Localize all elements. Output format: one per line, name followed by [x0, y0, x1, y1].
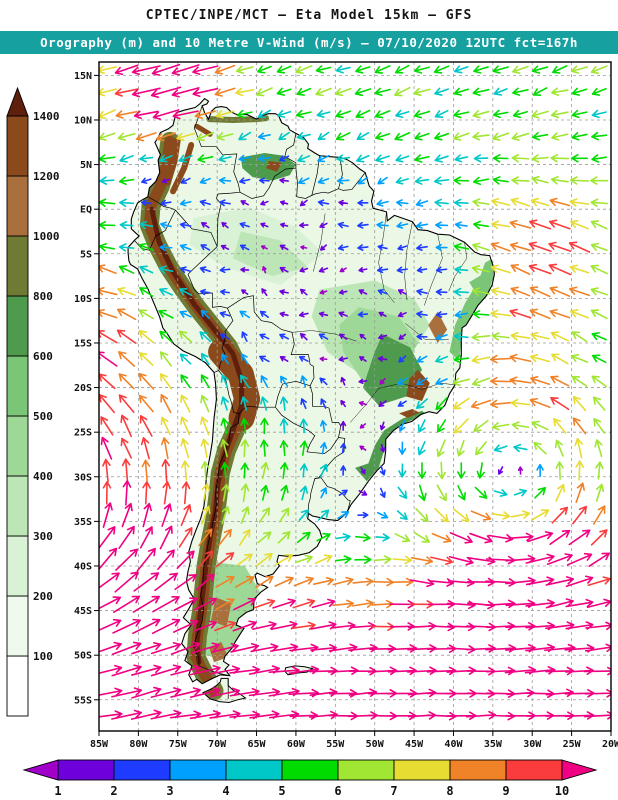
lon-tick-label: 40W [444, 739, 463, 750]
lon-tick-label: 20W [602, 739, 618, 750]
orography-scale-label: 1000 [33, 230, 60, 243]
wind-scale-label: 3 [166, 784, 173, 798]
lat-tick-label: 35S [74, 517, 92, 528]
wind-arrows-layer [99, 63, 611, 721]
wind-scale-label: 4 [222, 784, 229, 798]
orography-scale-label: 200 [33, 590, 53, 603]
chart-title: CPTEC/INPE/MCT — Eta Model 15km — GFS [145, 8, 473, 23]
lon-tick-label: 80W [129, 739, 148, 750]
lon-tick-label: 60W [287, 739, 306, 750]
wind-scale-label: 9 [502, 784, 509, 798]
orography-colorbar: 100 200 300 400 500 600 800 1000 1200 1400 [6, 86, 60, 717]
wind-scale-label: 6 [334, 784, 341, 798]
axis-labels: 15N 10N 5N EQ 5S 10S 15S 20S 25S 30S 35S 40S 45S 50S 5… [74, 71, 618, 750]
orography-scale-label: 1400 [33, 110, 60, 123]
wind-scale-label: 2 [110, 784, 117, 798]
lat-tick-label: 40S [74, 561, 92, 572]
lon-tick-label: 55W [326, 739, 345, 750]
lon-tick-label: 50W [366, 739, 385, 750]
orography-scale-label: 300 [33, 530, 53, 543]
wind-scale-label: 8 [446, 784, 453, 798]
orography-scale-label: 500 [33, 410, 53, 423]
chart-subtitle: Orography (m) and 10 Metre V-Wind (m/s) … [0, 31, 618, 54]
orography-scale-label: 400 [33, 470, 53, 483]
lat-tick-label: 20S [74, 383, 92, 394]
wind-scale-label: 1 [54, 784, 61, 798]
wind-colorbar: 1 2 3 4 5 6 7 8 9 10 [22, 759, 598, 798]
lat-tick-label: 15N [74, 71, 92, 82]
lat-tick-label: 50S [74, 651, 92, 662]
orography-over-arrow [6, 86, 29, 117]
lat-tick-label: 30S [74, 472, 92, 483]
lat-tick-label: 5N [80, 160, 92, 171]
orography-scale-label: 600 [33, 350, 53, 363]
wind-scale-label: 7 [390, 784, 397, 798]
lat-tick-label: 45S [74, 606, 92, 617]
map-area [99, 62, 611, 731]
lat-tick-label: 10N [74, 115, 92, 126]
orography-scale-label: 1200 [33, 170, 60, 183]
orography-scale-label: 100 [33, 650, 53, 663]
lon-tick-label: 85W [90, 739, 109, 750]
lon-tick-label: 70W [208, 739, 227, 750]
lon-tick-label: 30W [523, 739, 542, 750]
wind-scale-label: 5 [278, 784, 285, 798]
graticule [99, 62, 611, 731]
lat-tick-label: 15S [74, 338, 92, 349]
lat-tick-label: 25S [74, 428, 92, 439]
lat-tick-label: 10S [74, 294, 92, 305]
lon-tick-label: 35W [484, 739, 503, 750]
lon-tick-label: 65W [248, 739, 267, 750]
lat-tick-label: EQ [80, 205, 92, 216]
map-frame [98, 61, 612, 732]
lon-tick-label: 25W [563, 739, 582, 750]
lat-tick-label: 5S [80, 249, 92, 260]
wind-over-arrow [561, 759, 598, 781]
wind-under-arrow [22, 759, 59, 781]
wind-scale-label: 10 [555, 784, 569, 798]
lon-tick-label: 45W [405, 739, 424, 750]
terrain-layer [128, 98, 495, 703]
lon-tick-label: 75W [169, 739, 188, 750]
orography-scale-label: 800 [33, 290, 53, 303]
lat-tick-label: 55S [74, 695, 92, 706]
falkland-islands-outline [284, 665, 314, 676]
